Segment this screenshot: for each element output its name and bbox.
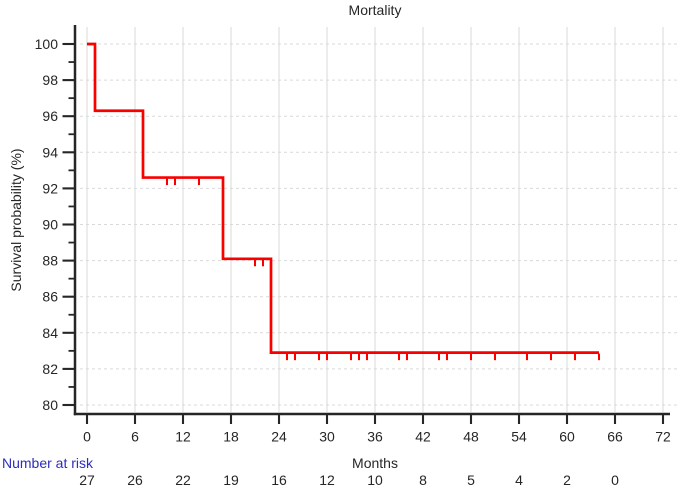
risk-table-row: 27 26 22 19 16 12 10 8 5 4 2 0 [0,472,685,490]
chart-title: Mortality [348,2,402,18]
y-tick-label: 80 [42,397,58,413]
risk-count: 26 [127,472,143,488]
x-tick-label: 72 [655,429,671,445]
y-tick-label: 90 [42,217,58,233]
survival-curve [87,42,599,355]
risk-count: 5 [467,472,475,488]
y-tick-label: 94 [42,144,58,160]
risk-count: 10 [367,472,383,488]
x-tick-label: 18 [223,429,239,445]
y-tick-label: 86 [42,289,58,305]
y-tick-label: 88 [42,253,58,269]
y-tick-label: 98 [42,72,58,88]
y-tick-label: 92 [42,180,58,196]
x-tick-label: 36 [367,429,383,445]
risk-count: 8 [419,472,427,488]
x-tick-label: 48 [463,429,479,445]
x-tick-label: 24 [271,429,287,445]
x-tick-label: 12 [175,429,191,445]
risk-count: 27 [79,472,95,488]
risk-count: 2 [563,472,571,488]
risk-count: 4 [515,472,523,488]
risk-count: 22 [175,472,191,488]
x-tick-label: 42 [415,429,431,445]
x-tick-label: 30 [319,429,335,445]
x-axis-title: Months [352,455,398,471]
risk-count: 0 [611,472,619,488]
x-tick-label: 0 [83,429,91,445]
y-tick-label: 84 [42,325,58,341]
risk-count: 12 [319,472,335,488]
risk-count: 16 [271,472,287,488]
y-tick-label: 100 [35,36,59,52]
y-tick-label: 96 [42,108,58,124]
x-tick-label: 60 [559,429,575,445]
risk-table-label: Number at risk [2,455,94,471]
risk-count: 19 [223,472,239,488]
x-tick-label: 6 [131,429,139,445]
x-tick-label: 66 [607,429,623,445]
x-tick-label: 54 [511,429,527,445]
y-tick-label: 82 [42,361,58,377]
